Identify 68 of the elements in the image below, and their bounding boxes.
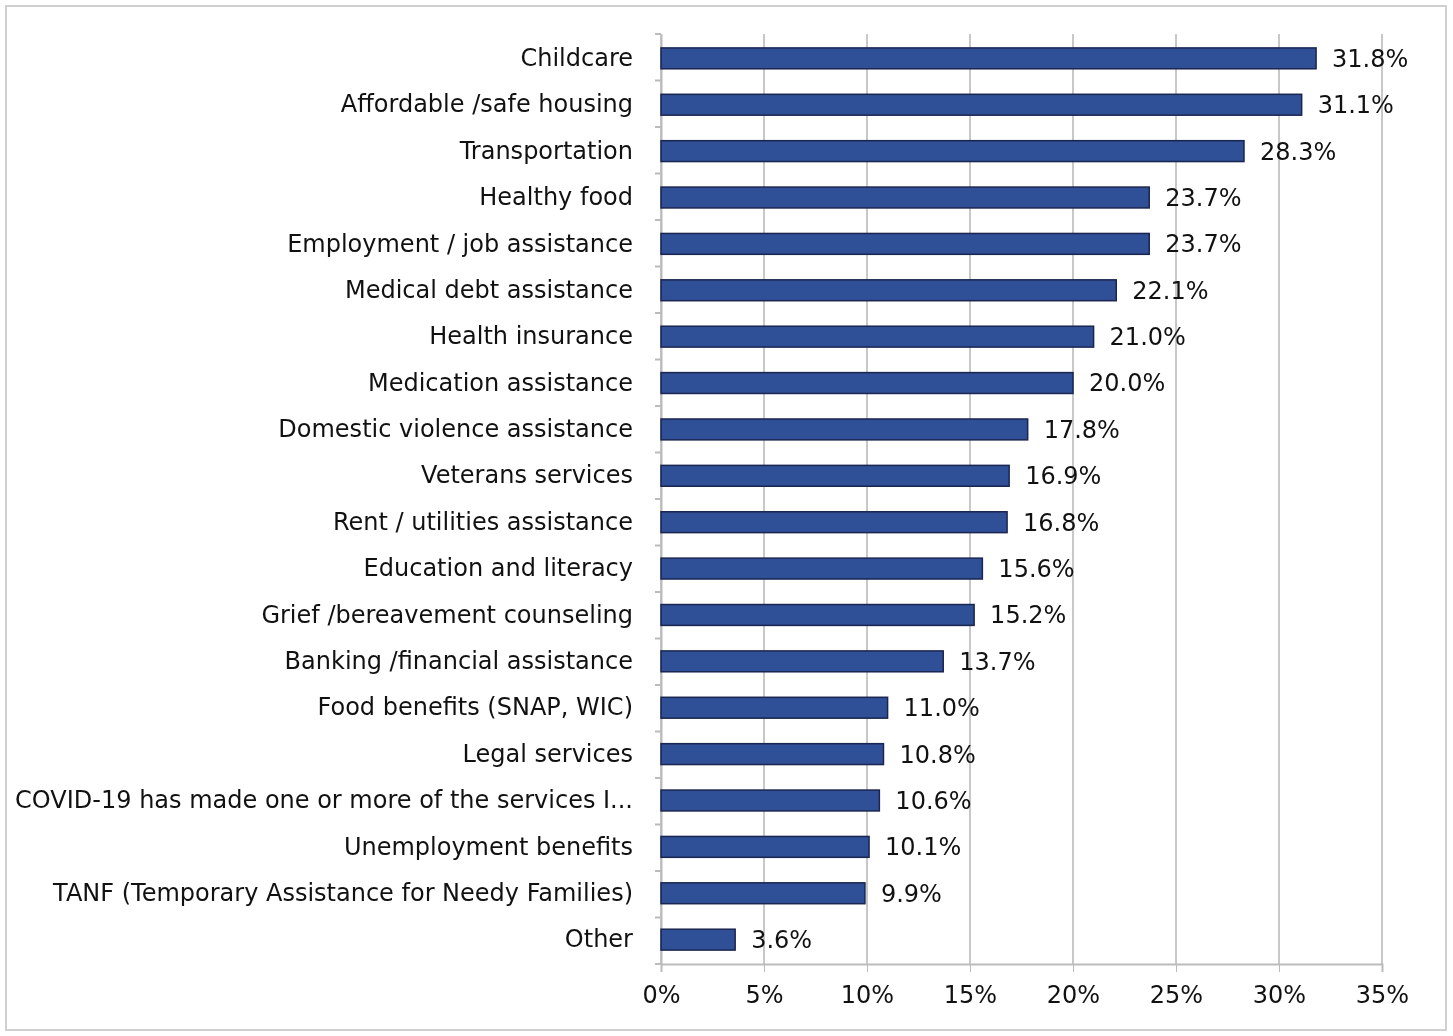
y-tick-label: Childcare (520, 44, 633, 73)
bar (660, 835, 870, 859)
data-label: 28.3% (1259, 137, 1337, 166)
y-tick-label: Food benefits (SNAP, WIC) (317, 693, 633, 722)
y-tick-label: Domestic violence assistance (278, 415, 633, 444)
x-tick-label: 0% (642, 981, 681, 1010)
x-tick-label: 20% (1046, 981, 1101, 1010)
bar (660, 464, 1010, 487)
y-tick-label: Employment / job assistance (287, 229, 633, 258)
y-tick-label: Health insurance (429, 322, 633, 351)
x-tick-label: 25% (1149, 981, 1204, 1010)
data-label: 23.7% (1165, 183, 1242, 212)
bar (660, 928, 736, 951)
y-tick-label: Education and literacy (363, 554, 633, 583)
data-label: 20.0% (1089, 369, 1166, 398)
data-label: 22.1% (1132, 276, 1209, 305)
x-tick-label: 15% (943, 981, 998, 1010)
bar (660, 511, 1008, 534)
bar (660, 279, 1118, 302)
bar (660, 325, 1095, 348)
y-tick-label: Healthy food (479, 183, 633, 212)
data-label: 31.1% (1317, 91, 1394, 120)
y-tick-label: Grief /bereavement counseling (261, 600, 633, 629)
bar (660, 650, 944, 673)
x-tick-label: 10% (840, 981, 895, 1010)
y-tick-label: Medication assistance (367, 368, 633, 397)
y-tick-label: TANF (Temporary Assistance for Needy Families) (52, 878, 633, 907)
data-label: 21.0% (1109, 323, 1186, 352)
bar (660, 418, 1029, 441)
data-label: 9.9% (880, 879, 942, 908)
bar (660, 789, 881, 812)
bar (660, 186, 1150, 209)
y-tick-label: Unemployment benefits (343, 832, 633, 861)
y-tick-label: Legal services (462, 739, 633, 768)
data-label: 16.8% (1023, 508, 1100, 537)
data-label: 16.9% (1025, 462, 1102, 491)
data-label: 10.1% (885, 833, 962, 862)
data-label: 10.6% (895, 786, 972, 815)
y-tick-label: Other (564, 925, 634, 954)
y-tick-label: COVID-19 has made one or more of the services I... (15, 786, 633, 815)
data-label: 15.6% (998, 554, 1075, 583)
data-label: 23.7% (1165, 230, 1242, 259)
y-tick-label: Affordable /safe housing (340, 90, 633, 119)
x-tick-label: 35% (1355, 981, 1410, 1010)
data-label: 13.7% (959, 647, 1036, 676)
data-label: 15.2% (990, 601, 1067, 630)
bar (660, 93, 1303, 116)
y-tick-label: Transportation (458, 136, 633, 165)
bar (660, 696, 889, 719)
data-label: 3.6% (751, 926, 813, 955)
bar (660, 603, 975, 627)
y-tick-label: Rent / utilities assistance (332, 507, 633, 536)
bar (660, 139, 1245, 163)
x-tick-label: 30% (1252, 981, 1307, 1010)
x-tick-label: 5% (745, 981, 784, 1010)
bar (660, 371, 1074, 395)
y-tick-label: Medical debt assistance (344, 275, 633, 304)
y-tick-label: Veterans services (421, 461, 633, 490)
bar (660, 232, 1150, 256)
bar (660, 47, 1317, 70)
bar (660, 557, 984, 580)
y-tick-label: Banking /financial assistance (284, 647, 633, 676)
bar (660, 882, 866, 905)
data-label: 10.8% (899, 740, 976, 769)
data-label: 11.0% (903, 694, 980, 723)
data-label: 31.8% (1332, 44, 1409, 73)
data-label: 17.8% (1043, 415, 1120, 444)
bar (660, 742, 885, 766)
